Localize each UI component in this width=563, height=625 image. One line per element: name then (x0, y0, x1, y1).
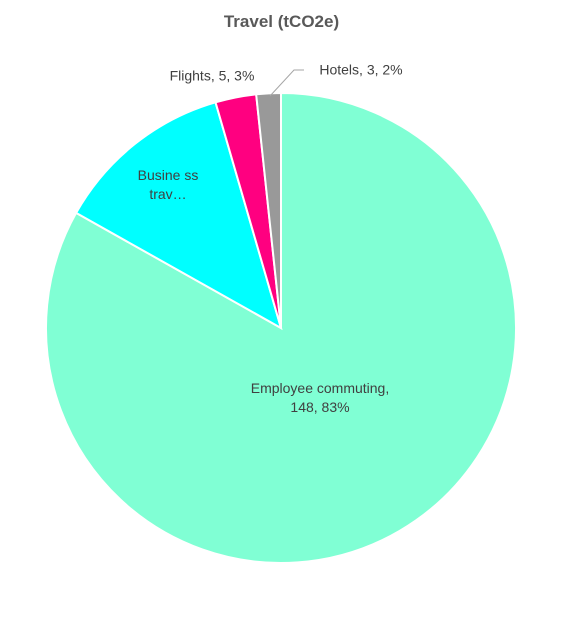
data-label: Hotels, 3, 2% (319, 61, 403, 78)
data-label: Employee commuting, 148, 83% (250, 380, 390, 415)
data-label: Busine ss trav… (137, 167, 199, 202)
pie-slice (74, 101, 283, 331)
chart-title: Travel (tCO2e) (223, 12, 340, 31)
pie-slice (255, 91, 282, 329)
leader-line (269, 69, 304, 97)
data-label: Flights, 5, 3% (169, 67, 255, 84)
